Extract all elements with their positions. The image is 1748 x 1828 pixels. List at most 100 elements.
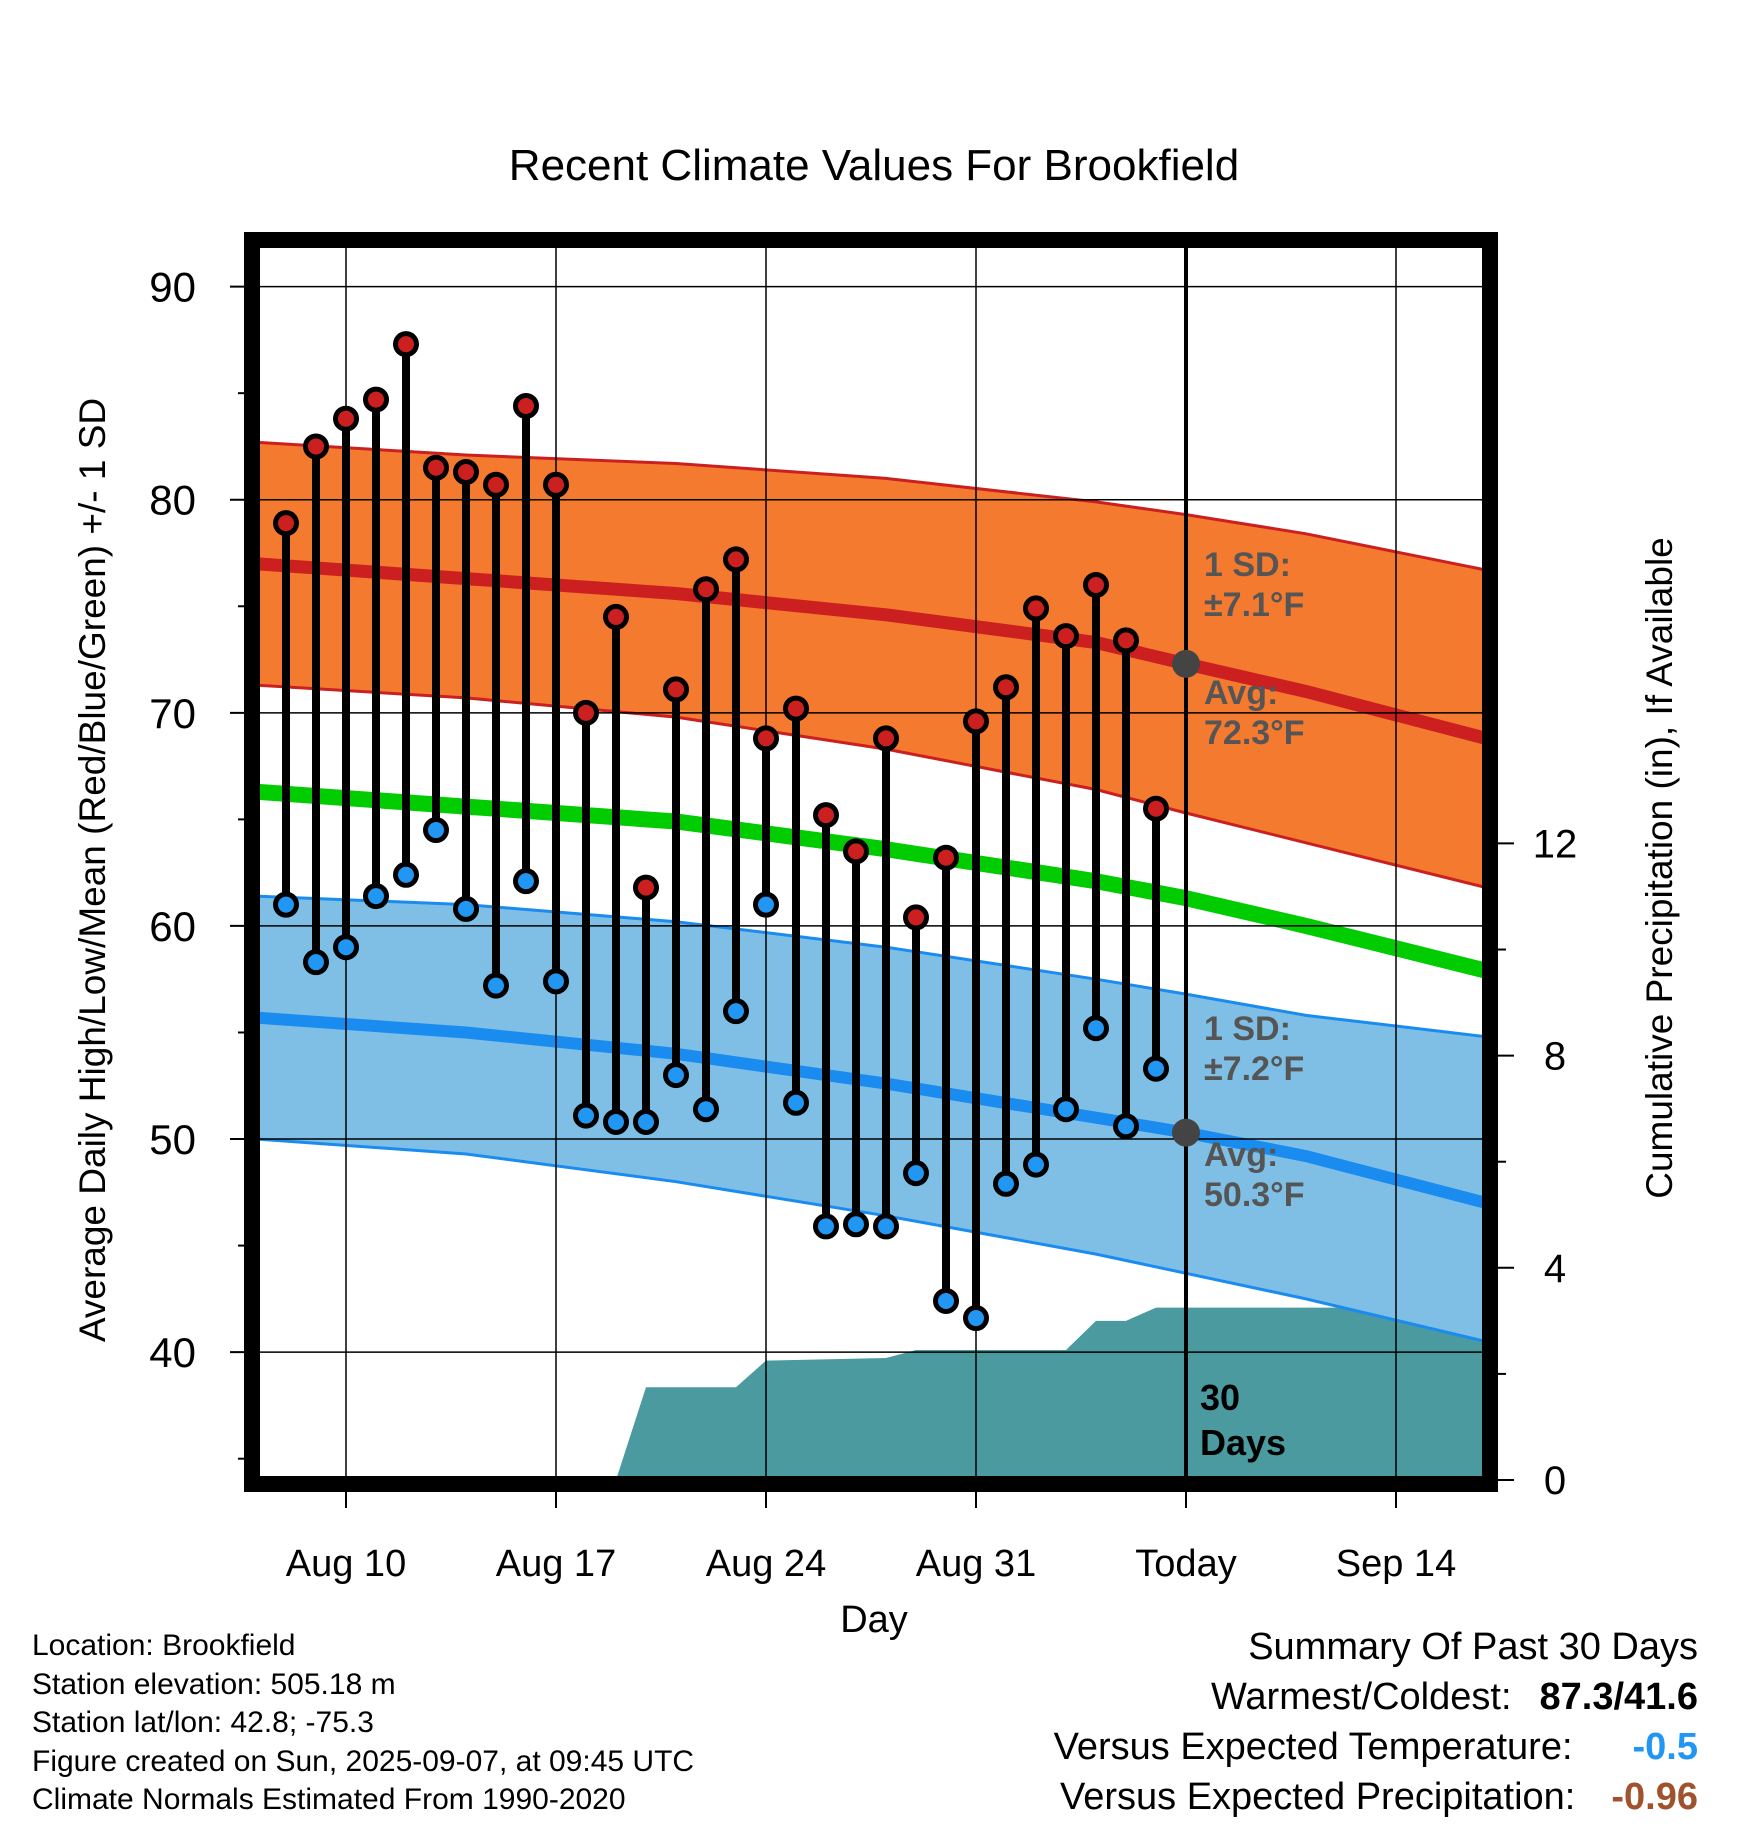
- today-low-marker: [1172, 1118, 1200, 1147]
- summary-warm-cold: Warmest/Coldest: 87.3/41.6: [1054, 1672, 1698, 1722]
- obs-low-point: [543, 968, 569, 995]
- obs-high-point: [303, 433, 329, 460]
- obs-high-point: [423, 454, 449, 481]
- warm-cold-label: Warmest/Coldest:: [1210, 1676, 1512, 1718]
- obs-low-point: [813, 1213, 839, 1240]
- normal-mean-line: [256, 783, 1486, 979]
- high-sd-band: [256, 442, 1486, 888]
- precip-area: [616, 1307, 1486, 1480]
- plot-frame: [244, 232, 1498, 1492]
- obs-low-point: [993, 1170, 1019, 1197]
- obs-low-point: [303, 949, 329, 976]
- obs-high-point: [963, 708, 989, 735]
- obs-low-point: [933, 1287, 959, 1314]
- obs-high-point: [483, 471, 509, 498]
- high-band-lower-edge: [256, 683, 1486, 890]
- high-sd-annotation: 1 SD: ±7.1°F: [1204, 546, 1304, 624]
- obs-low-point: [1113, 1113, 1139, 1140]
- obs-high-point: [903, 904, 929, 931]
- obs-low-point: [603, 1108, 629, 1135]
- plot-area: 1 SD: ±7.1°F Avg: 72.3°F 1 SD: ±7.2°F Avg: 50.3…: [149, 232, 1578, 1585]
- info-elevation: Station elevation: 505.18 m: [32, 1667, 396, 1701]
- obs-high-point: [393, 331, 419, 358]
- obs-low-point: [963, 1305, 989, 1332]
- y-tick-label: 40: [149, 1329, 196, 1376]
- y-axis-right-label: Cumulative Precipitation (in), If Availa…: [1639, 537, 1680, 1199]
- y-right-tick-label: 4: [1544, 1247, 1566, 1291]
- obs-high-point: [273, 510, 299, 537]
- low-band-upper-edge: [256, 894, 1486, 1039]
- obs-high-point: [453, 459, 479, 486]
- x-axis-label: Day: [840, 1599, 908, 1641]
- obs-high-point: [633, 874, 659, 901]
- obs-high-point: [573, 699, 599, 726]
- obs-high-point: [723, 546, 749, 573]
- summary-panel: Summary Of Past 30 Days Warmest/Coldest:…: [1054, 1622, 1698, 1822]
- obs-low-point: [1023, 1151, 1049, 1178]
- obs-high-point: [1053, 623, 1079, 650]
- obs-low-point: [573, 1102, 599, 1129]
- info-latlon: Station lat/lon: 42.8; -75.3: [32, 1706, 374, 1739]
- obs-low-point: [693, 1096, 719, 1123]
- today-high-marker: [1172, 649, 1200, 678]
- info-location: Location: Brookfield: [32, 1629, 296, 1662]
- station-info: Location: Brookfield Station elevation: …: [32, 1627, 694, 1820]
- temp-value: -0.5: [1632, 1726, 1698, 1768]
- y-right-tick-label: 8: [1544, 1035, 1566, 1079]
- obs-high-point: [1113, 627, 1139, 654]
- y-axis-label: Average Daily High/Low/Mean (Red/Blue/Gr…: [72, 398, 113, 1342]
- x-tick-label: Sep 14: [1336, 1543, 1456, 1585]
- x-tick-label: Aug 10: [286, 1543, 406, 1585]
- warm-cold-value: 87.3/41.6: [1539, 1676, 1698, 1718]
- obs-low-point: [873, 1213, 899, 1240]
- days-annotation: 30 Days: [1200, 1377, 1286, 1463]
- obs-low-point: [1083, 1015, 1109, 1042]
- obs-high-point: [693, 576, 719, 603]
- obs-high-point: [873, 725, 899, 752]
- precip-label: Versus Expected Precipitation:: [1059, 1776, 1576, 1818]
- y-tick-label: 90: [149, 264, 196, 311]
- info-created: Figure created on Sun, 2025-09-07, at 09…: [32, 1744, 695, 1778]
- obs-low-point: [663, 1062, 689, 1089]
- y-tick-label: 80: [149, 477, 196, 524]
- obs-low-point: [753, 891, 779, 918]
- normal-high-line: [256, 557, 1486, 745]
- obs-low-point: [633, 1108, 659, 1135]
- obs-low-point: [843, 1211, 869, 1238]
- low-band-lower-edge: [256, 1137, 1486, 1343]
- low-sd-annotation: 1 SD: ±7.2°F: [1204, 1010, 1304, 1088]
- y-tick-label: 60: [149, 903, 196, 950]
- obs-high-point: [843, 838, 869, 865]
- obs-high-point: [993, 674, 1019, 701]
- obs-high-point: [513, 392, 539, 419]
- low-sd-band: [256, 896, 1486, 1342]
- obs-low-point: [513, 868, 539, 895]
- obs-low-point: [453, 895, 479, 922]
- low-avg-annotation: Avg: 50.3°F: [1204, 1136, 1305, 1214]
- obs-low-point: [1143, 1055, 1169, 1082]
- x-tick-label: Aug 24: [706, 1543, 826, 1585]
- obs-high-point: [783, 695, 809, 722]
- normal-low-line: [256, 1011, 1486, 1209]
- obs-high-point: [933, 844, 959, 871]
- x-tick-label: Aug 17: [496, 1543, 616, 1585]
- summary-precip: Versus Expected Precipitation: -0.96: [1054, 1772, 1698, 1822]
- obs-low-point: [363, 883, 389, 910]
- obs-high-point: [663, 676, 689, 703]
- y-right-tick-label: 0: [1544, 1459, 1566, 1503]
- obs-high-point: [1083, 571, 1109, 598]
- y-tick-label: 50: [149, 1116, 196, 1163]
- obs-low-point: [393, 861, 419, 888]
- obs-high-point: [813, 802, 839, 829]
- obs-low-point: [903, 1160, 929, 1187]
- obs-low-point: [273, 891, 299, 918]
- chart-title: Recent Climate Values For Brookfield: [509, 141, 1239, 190]
- x-tick-label: Today: [1135, 1543, 1236, 1585]
- y-right-tick-label: 12: [1533, 822, 1578, 866]
- obs-low-point: [723, 998, 749, 1025]
- high-avg-annotation: Avg: 72.3°F: [1204, 674, 1305, 752]
- obs-low-point: [423, 817, 449, 844]
- obs-high-point: [363, 386, 389, 413]
- obs-low-point: [1053, 1096, 1079, 1123]
